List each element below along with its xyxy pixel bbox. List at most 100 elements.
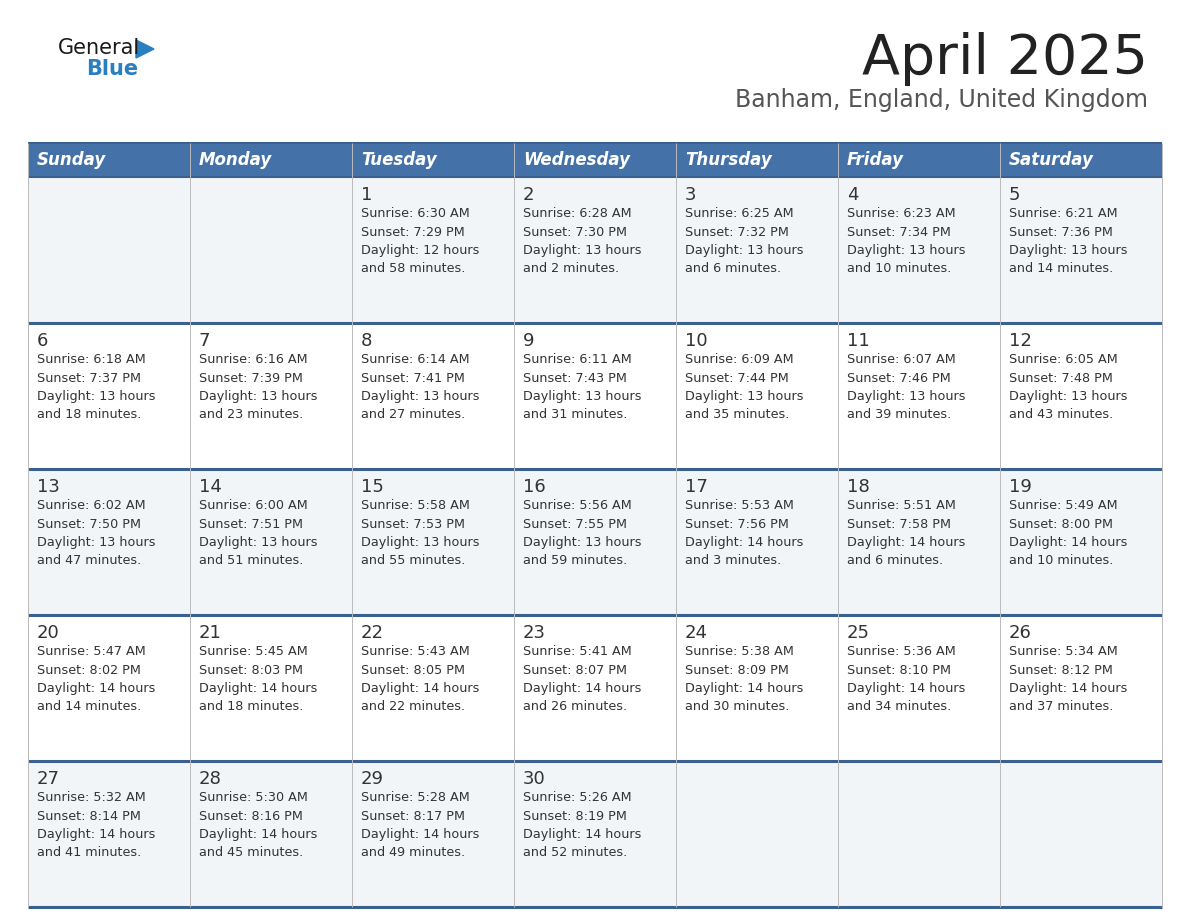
Text: Sunrise: 5:34 AM: Sunrise: 5:34 AM	[1009, 645, 1118, 658]
Text: Daylight: 13 hours: Daylight: 13 hours	[37, 536, 156, 549]
Text: 17: 17	[685, 478, 708, 496]
Text: Sunrise: 6:30 AM: Sunrise: 6:30 AM	[361, 207, 469, 220]
Bar	[29, 761, 1162, 907]
Text: 18: 18	[847, 478, 870, 496]
Text: Sunset: 7:55 PM: Sunset: 7:55 PM	[523, 518, 627, 531]
Text: Monday: Monday	[200, 151, 272, 169]
Text: and 37 minutes.: and 37 minutes.	[1009, 700, 1113, 713]
Text: and 51 minutes.: and 51 minutes.	[200, 554, 303, 567]
Bar	[29, 615, 1162, 761]
Text: Banham, England, United Kingdom: Banham, England, United Kingdom	[735, 88, 1148, 112]
Text: Sunrise: 5:32 AM: Sunrise: 5:32 AM	[37, 791, 146, 804]
Text: and 27 minutes.: and 27 minutes.	[361, 409, 466, 421]
Text: Sunrise: 5:26 AM: Sunrise: 5:26 AM	[523, 791, 632, 804]
Text: Daylight: 14 hours: Daylight: 14 hours	[37, 682, 156, 695]
Text: Sunrise: 5:53 AM: Sunrise: 5:53 AM	[685, 499, 794, 512]
Text: Sunset: 7:43 PM: Sunset: 7:43 PM	[523, 372, 627, 385]
Text: Daylight: 14 hours: Daylight: 14 hours	[685, 682, 803, 695]
Text: and 58 minutes.: and 58 minutes.	[361, 263, 466, 275]
Text: 25: 25	[847, 624, 870, 642]
Text: Sunrise: 6:05 AM: Sunrise: 6:05 AM	[1009, 353, 1118, 366]
Text: 7: 7	[200, 332, 210, 350]
Text: Sunset: 8:17 PM: Sunset: 8:17 PM	[361, 810, 465, 823]
Text: Thursday: Thursday	[685, 151, 772, 169]
Bar	[29, 469, 1162, 615]
Text: Friday: Friday	[847, 151, 904, 169]
Text: Daylight: 13 hours: Daylight: 13 hours	[847, 390, 966, 403]
Text: Tuesday: Tuesday	[361, 151, 437, 169]
Text: Sunrise: 5:45 AM: Sunrise: 5:45 AM	[200, 645, 308, 658]
Text: and 41 minutes.: and 41 minutes.	[37, 846, 141, 859]
Text: and 10 minutes.: and 10 minutes.	[1009, 554, 1113, 567]
Text: Saturday: Saturday	[1009, 151, 1094, 169]
Text: Sunrise: 6:28 AM: Sunrise: 6:28 AM	[523, 207, 632, 220]
Text: Sunrise: 5:49 AM: Sunrise: 5:49 AM	[1009, 499, 1118, 512]
Text: Sunrise: 6:18 AM: Sunrise: 6:18 AM	[37, 353, 146, 366]
Text: and 47 minutes.: and 47 minutes.	[37, 554, 141, 567]
Text: and 2 minutes.: and 2 minutes.	[523, 263, 619, 275]
Text: Daylight: 13 hours: Daylight: 13 hours	[37, 390, 156, 403]
Text: Daylight: 13 hours: Daylight: 13 hours	[200, 536, 317, 549]
Text: Sunset: 7:58 PM: Sunset: 7:58 PM	[847, 518, 952, 531]
Text: Sunrise: 6:16 AM: Sunrise: 6:16 AM	[200, 353, 308, 366]
Text: and 52 minutes.: and 52 minutes.	[523, 846, 627, 859]
Text: and 18 minutes.: and 18 minutes.	[37, 409, 141, 421]
Text: Sunset: 7:41 PM: Sunset: 7:41 PM	[361, 372, 465, 385]
Text: Daylight: 14 hours: Daylight: 14 hours	[1009, 536, 1127, 549]
Text: 21: 21	[200, 624, 222, 642]
Text: Sunrise: 5:47 AM: Sunrise: 5:47 AM	[37, 645, 146, 658]
Text: Sunset: 8:14 PM: Sunset: 8:14 PM	[37, 810, 141, 823]
Text: and 30 minutes.: and 30 minutes.	[685, 700, 789, 713]
Text: and 43 minutes.: and 43 minutes.	[1009, 409, 1113, 421]
Bar	[29, 177, 1162, 323]
Text: Blue: Blue	[86, 59, 138, 79]
Text: 10: 10	[685, 332, 708, 350]
Text: and 26 minutes.: and 26 minutes.	[523, 700, 627, 713]
Text: Sunset: 7:56 PM: Sunset: 7:56 PM	[685, 518, 789, 531]
Text: and 45 minutes.: and 45 minutes.	[200, 846, 303, 859]
Text: Daylight: 14 hours: Daylight: 14 hours	[847, 682, 966, 695]
Text: Sunset: 8:07 PM: Sunset: 8:07 PM	[523, 664, 627, 677]
Text: 3: 3	[685, 186, 696, 204]
Text: Sunset: 8:02 PM: Sunset: 8:02 PM	[37, 664, 141, 677]
Text: Sunset: 7:32 PM: Sunset: 7:32 PM	[685, 226, 789, 239]
Text: 4: 4	[847, 186, 859, 204]
Text: April 2025: April 2025	[862, 32, 1148, 86]
Text: Sunset: 7:46 PM: Sunset: 7:46 PM	[847, 372, 950, 385]
Text: and 14 minutes.: and 14 minutes.	[1009, 263, 1113, 275]
Text: Sunrise: 6:00 AM: Sunrise: 6:00 AM	[200, 499, 308, 512]
Text: 5: 5	[1009, 186, 1020, 204]
Text: Sunset: 8:00 PM: Sunset: 8:00 PM	[1009, 518, 1113, 531]
Text: and 6 minutes.: and 6 minutes.	[685, 263, 782, 275]
Text: General: General	[58, 38, 140, 58]
Text: and 35 minutes.: and 35 minutes.	[685, 409, 789, 421]
Text: and 10 minutes.: and 10 minutes.	[847, 263, 952, 275]
Text: Daylight: 14 hours: Daylight: 14 hours	[200, 828, 317, 841]
Text: Sunrise: 6:11 AM: Sunrise: 6:11 AM	[523, 353, 632, 366]
Text: Sunset: 7:44 PM: Sunset: 7:44 PM	[685, 372, 789, 385]
Text: and 22 minutes.: and 22 minutes.	[361, 700, 466, 713]
Text: Sunset: 8:09 PM: Sunset: 8:09 PM	[685, 664, 789, 677]
Text: Sunrise: 6:25 AM: Sunrise: 6:25 AM	[685, 207, 794, 220]
Text: Sunset: 8:10 PM: Sunset: 8:10 PM	[847, 664, 952, 677]
Text: 1: 1	[361, 186, 372, 204]
Text: Daylight: 14 hours: Daylight: 14 hours	[1009, 682, 1127, 695]
Text: 13: 13	[37, 478, 59, 496]
Text: Sunrise: 5:58 AM: Sunrise: 5:58 AM	[361, 499, 470, 512]
Text: Sunday: Sunday	[37, 151, 106, 169]
Text: Sunset: 7:39 PM: Sunset: 7:39 PM	[200, 372, 303, 385]
Text: Sunset: 7:34 PM: Sunset: 7:34 PM	[847, 226, 950, 239]
Text: Sunrise: 6:02 AM: Sunrise: 6:02 AM	[37, 499, 146, 512]
Text: Daylight: 13 hours: Daylight: 13 hours	[361, 390, 480, 403]
Text: Sunrise: 6:07 AM: Sunrise: 6:07 AM	[847, 353, 956, 366]
Text: Sunrise: 5:30 AM: Sunrise: 5:30 AM	[200, 791, 308, 804]
Text: 20: 20	[37, 624, 59, 642]
Text: Sunrise: 5:36 AM: Sunrise: 5:36 AM	[847, 645, 956, 658]
Text: Sunrise: 5:28 AM: Sunrise: 5:28 AM	[361, 791, 469, 804]
Text: Sunset: 7:53 PM: Sunset: 7:53 PM	[361, 518, 465, 531]
Text: 26: 26	[1009, 624, 1032, 642]
Text: Sunset: 8:12 PM: Sunset: 8:12 PM	[1009, 664, 1113, 677]
Text: 8: 8	[361, 332, 372, 350]
Text: 14: 14	[200, 478, 222, 496]
Text: and 3 minutes.: and 3 minutes.	[685, 554, 782, 567]
